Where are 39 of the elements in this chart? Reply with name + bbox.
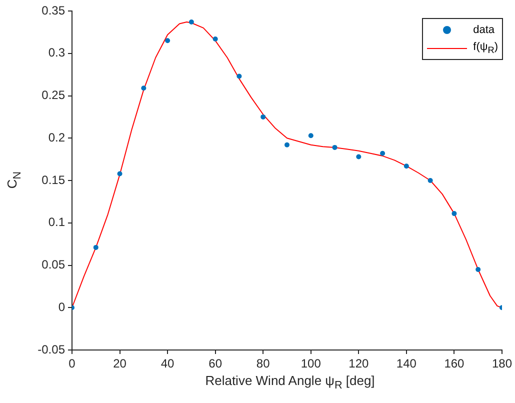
- point: [332, 144, 338, 150]
- point: [284, 142, 290, 148]
- x-axis-title: Relative Wind Angle ψ$_{R}$ [deg]: [204, 373, 376, 392]
- y-tick-label: 0.35: [42, 3, 66, 18]
- point: [476, 266, 481, 272]
- point: [141, 86, 146, 91]
- x-tick-label: 80: [256, 356, 270, 371]
- point: [212, 36, 218, 42]
- y-tick-label: 0.3: [48, 46, 66, 60]
- x-tick-label: 60: [208, 356, 222, 371]
- legend-label: f(ψ$_{R}$): [473, 40, 498, 56]
- point: [260, 114, 266, 120]
- y-tick-label: 0.05: [42, 258, 66, 272]
- y-tick-label: 0.1: [48, 215, 66, 230]
- x-tick-label: 140: [396, 356, 417, 371]
- x-tick-label: 120: [348, 356, 369, 371]
- x-tick-label: 40: [160, 356, 175, 371]
- y-tick-label: 0.2: [48, 130, 66, 144]
- point: [380, 150, 386, 156]
- x-tick-label: 180: [492, 356, 512, 371]
- point: [117, 171, 122, 176]
- point: [165, 38, 170, 44]
- x-tick-label: 100: [300, 356, 322, 371]
- point: [356, 154, 362, 160]
- x-tick-label: 20: [113, 356, 127, 371]
- y-tick-label: 0.15: [42, 172, 66, 187]
- point: [236, 74, 242, 79]
- legend-label: data: [473, 24, 495, 36]
- point: [428, 178, 433, 183]
- x-tick-label: 0: [68, 356, 76, 371]
- x-tick-label: 160: [444, 356, 465, 371]
- point: [452, 211, 457, 216]
- point: [188, 20, 194, 25]
- y-tick-label: -0.05: [38, 342, 66, 356]
- y-tick-label: 0: [58, 300, 66, 314]
- point: [308, 133, 314, 138]
- point: [93, 244, 98, 250]
- y-tick-label: 0.25: [42, 88, 66, 102]
- point: [404, 164, 409, 169]
